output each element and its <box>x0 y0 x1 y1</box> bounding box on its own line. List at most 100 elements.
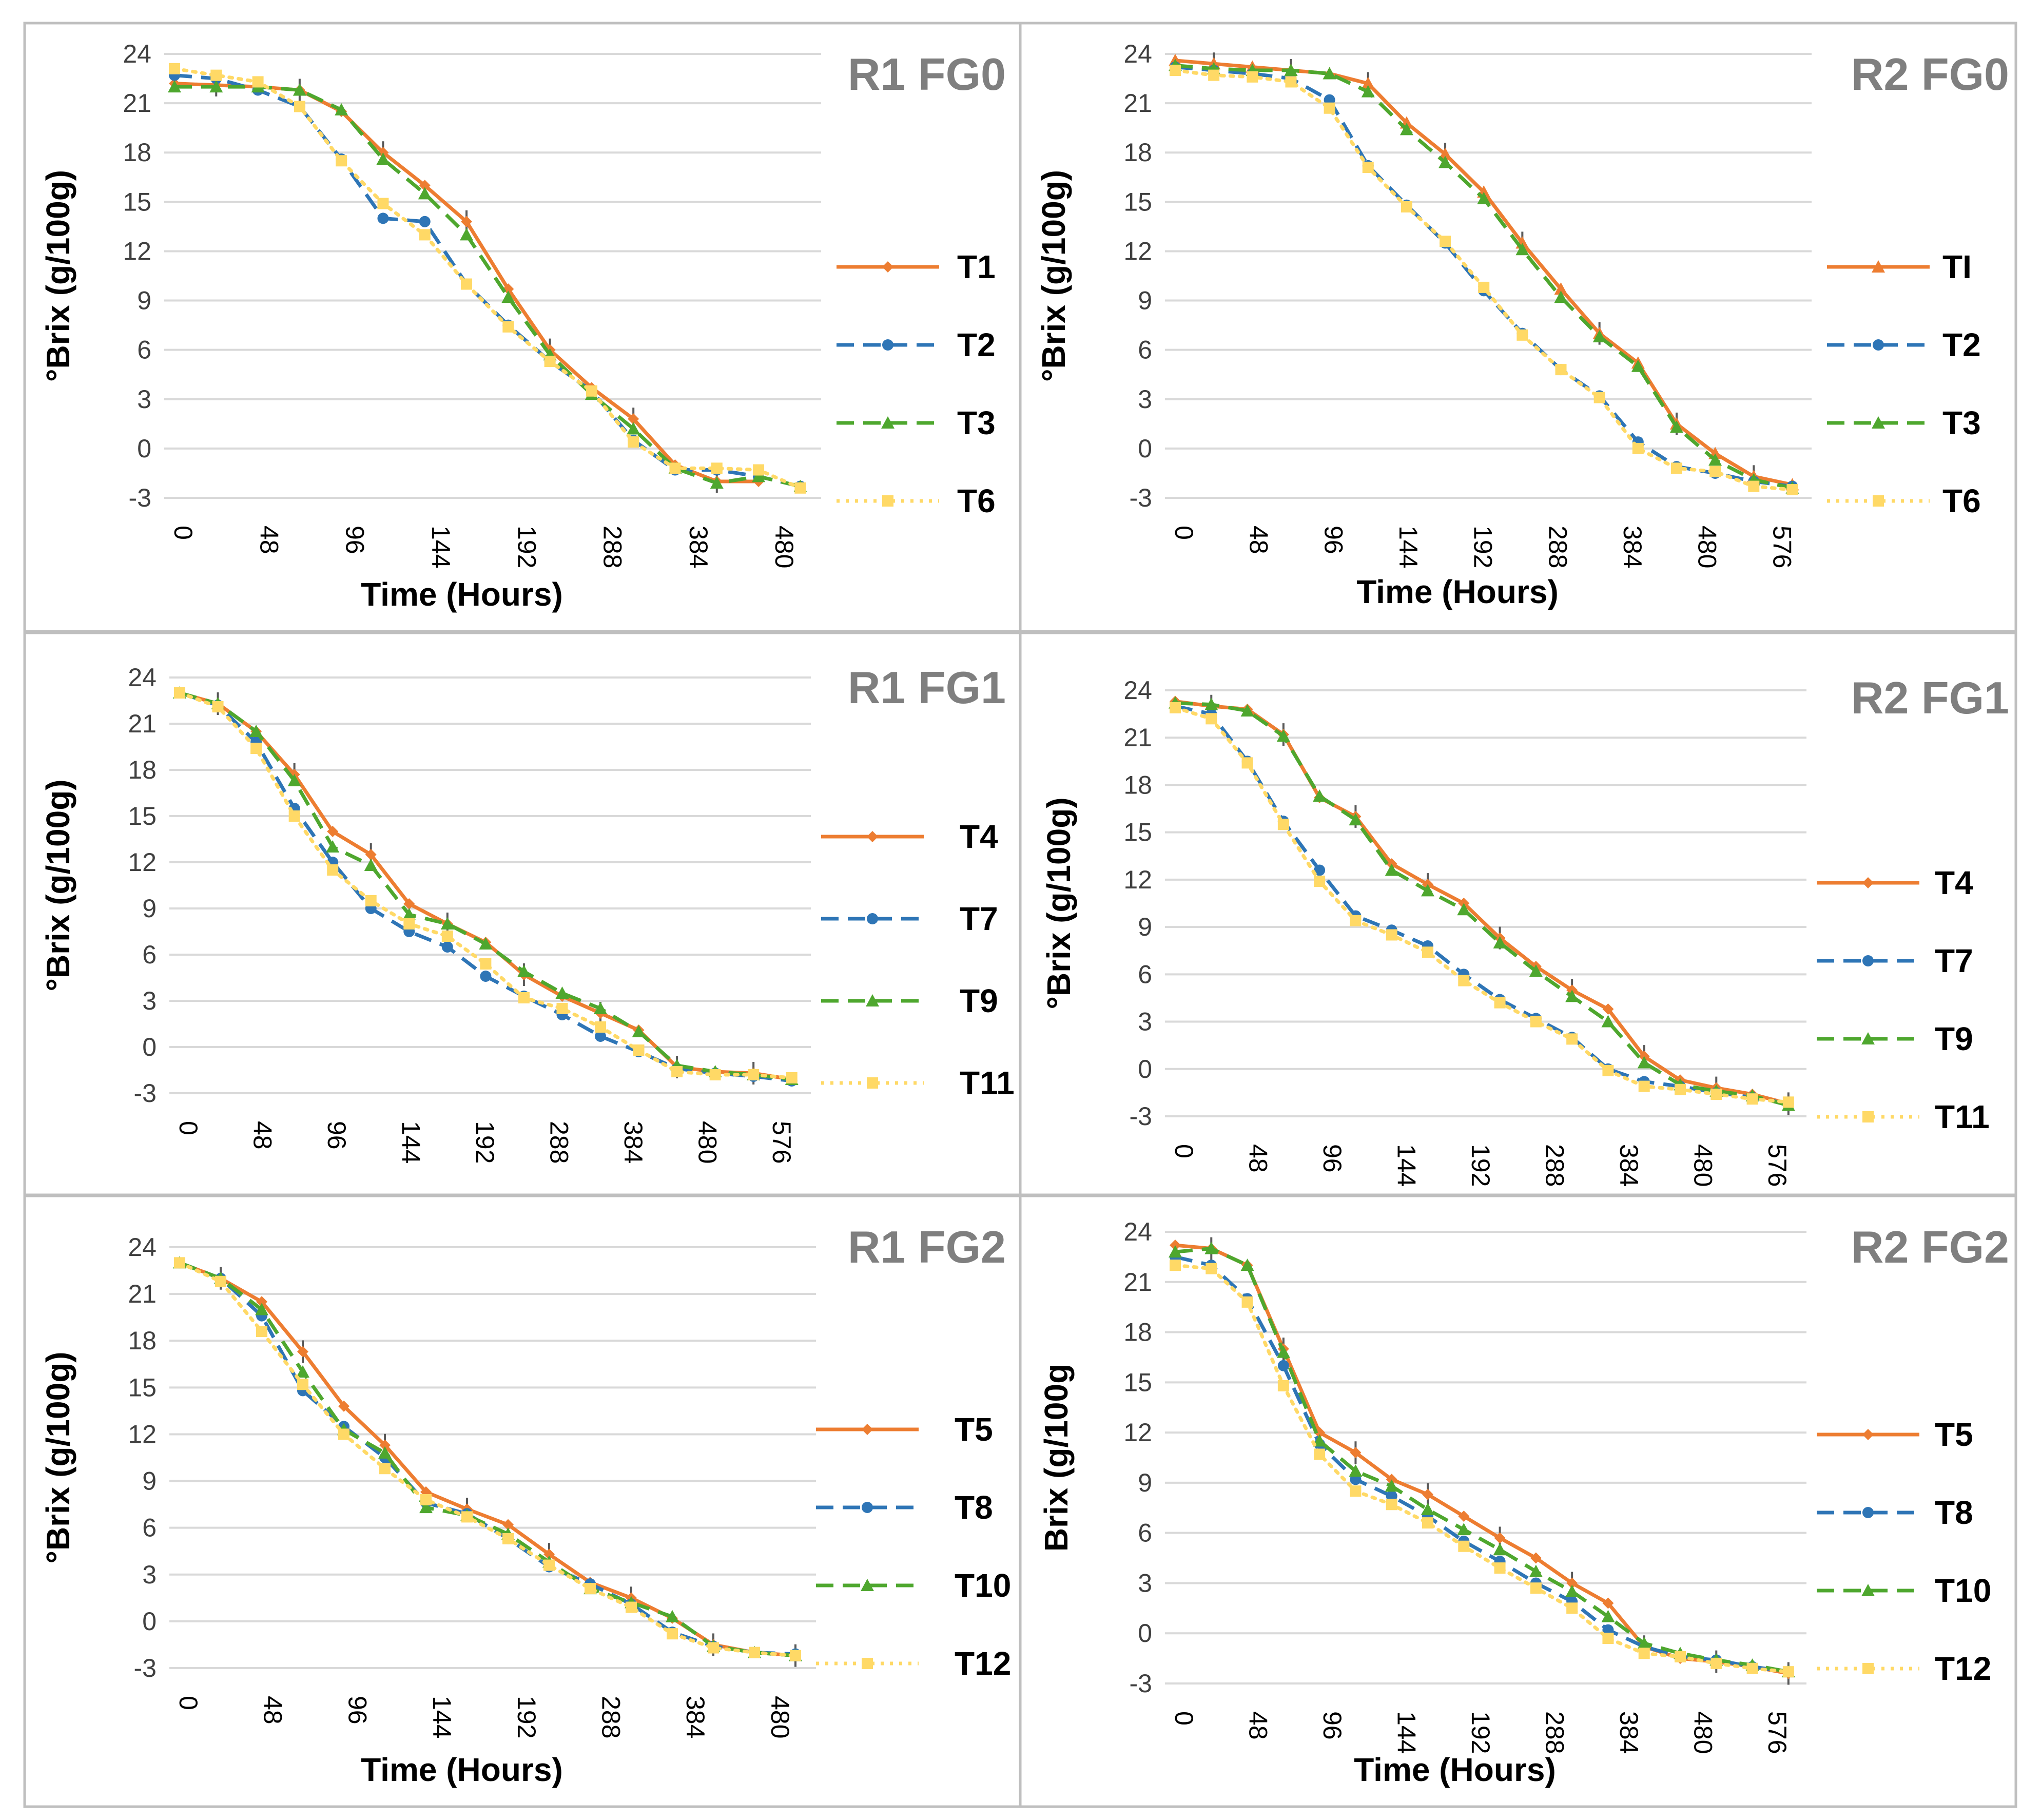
x-tick-label: 144 <box>426 526 455 568</box>
data-point <box>1593 392 1605 403</box>
series-T11 <box>174 687 798 1083</box>
data-point <box>1675 1651 1686 1662</box>
data-point <box>543 1548 555 1560</box>
legend-entry-T10: T10 <box>1817 1572 1991 1609</box>
legend-label: T9 <box>1935 1020 1973 1057</box>
data-point <box>1708 453 1722 466</box>
data-point <box>379 1463 391 1475</box>
legend-label: T6 <box>1942 482 1981 519</box>
data-point <box>501 291 515 303</box>
data-point <box>1782 1666 1794 1678</box>
data-point <box>671 1066 683 1077</box>
x-tick-label: 96 <box>1318 1144 1347 1173</box>
data-point <box>364 859 378 871</box>
series-T9 <box>1169 696 1795 1111</box>
data-point <box>297 1379 308 1390</box>
data-point <box>168 80 181 93</box>
data-point <box>1323 67 1336 80</box>
legend-label: T2 <box>1942 326 1981 363</box>
data-point <box>1631 359 1645 372</box>
legend-label: T3 <box>957 404 996 441</box>
data-point <box>626 1601 637 1613</box>
x-tick-label: 0 <box>1170 1144 1198 1158</box>
x-tick-label: 288 <box>597 1696 626 1738</box>
series-line <box>1175 700 1789 1106</box>
data-point <box>1494 1562 1506 1574</box>
data-point <box>1350 1485 1362 1497</box>
data-point <box>1458 1540 1470 1552</box>
data-point <box>1746 1093 1758 1105</box>
legend-marker <box>862 1658 873 1669</box>
data-point <box>1240 704 1254 717</box>
data-point <box>1786 483 1798 495</box>
data-point <box>1314 1448 1326 1460</box>
y-tick-label: -3 <box>134 1079 157 1108</box>
data-point <box>632 1025 646 1037</box>
series-T12 <box>174 1257 801 1661</box>
y-tick-label: 12 <box>128 848 157 877</box>
data-point <box>586 385 597 397</box>
series-line <box>1175 704 1789 1106</box>
data-point <box>326 840 340 853</box>
data-point <box>1746 1662 1758 1674</box>
x-tick-label: 48 <box>248 1121 277 1150</box>
data-point <box>1566 1602 1578 1614</box>
legend-label: T7 <box>960 900 998 937</box>
x-tick-label: 384 <box>619 1121 648 1164</box>
data-point <box>1566 1577 1578 1589</box>
data-point <box>1637 1056 1651 1069</box>
legend-label: T5 <box>955 1411 993 1448</box>
legend-marker <box>1862 1429 1874 1440</box>
legend-marker <box>1862 955 1874 966</box>
legend-marker <box>1873 495 1884 507</box>
data-point <box>1530 1552 1542 1564</box>
y-tick-label: 6 <box>137 336 151 364</box>
data-point <box>1277 819 1289 830</box>
legend-marker <box>1862 877 1874 888</box>
panel-title: R1 FG1 <box>848 662 1006 713</box>
data-point <box>209 80 223 93</box>
data-point <box>402 908 416 920</box>
legend-marker <box>867 831 878 842</box>
data-point <box>669 462 681 474</box>
data-point <box>1206 1263 1217 1274</box>
series-line <box>1175 59 1793 487</box>
data-point <box>627 422 640 435</box>
legend-entry-T1: T1 <box>837 248 996 285</box>
series-T3 <box>1169 59 1799 494</box>
data-point <box>1494 1532 1506 1544</box>
x-axis-title: Time (Hours) <box>361 576 563 613</box>
data-point <box>585 1583 596 1595</box>
series-line <box>179 1261 796 1658</box>
data-point <box>378 1446 392 1459</box>
data-point <box>1669 420 1683 433</box>
data-point <box>1782 1096 1794 1108</box>
data-point <box>379 1439 391 1451</box>
series-line <box>178 1261 798 1658</box>
data-point <box>709 1069 721 1080</box>
legend-entry-T6: T6 <box>837 482 996 519</box>
data-point <box>1314 875 1326 887</box>
legend-entry-T8: T8 <box>816 1489 993 1526</box>
legend-label: T10 <box>1935 1572 1991 1609</box>
x-tick-label: 0 <box>1170 526 1198 540</box>
data-point <box>1277 1380 1289 1391</box>
panel-frame <box>1019 1194 2017 1808</box>
x-tick-label: 192 <box>512 526 541 568</box>
x-tick-label: 48 <box>255 526 283 554</box>
data-point <box>633 1044 645 1056</box>
data-point <box>441 941 453 953</box>
legend-marker <box>862 1502 873 1513</box>
y-tick-label: 6 <box>142 1514 157 1542</box>
legend-marker <box>866 994 879 1006</box>
series-T5 <box>174 1257 801 1667</box>
data-point <box>1529 1564 1543 1577</box>
y-tick-label: 3 <box>142 986 157 1015</box>
legend-label: T6 <box>957 482 996 519</box>
data-point <box>1638 1648 1650 1659</box>
y-tick-label: 0 <box>137 434 151 463</box>
data-point <box>628 413 639 425</box>
y-tick-label: 15 <box>128 802 157 830</box>
data-point <box>1422 1517 1433 1529</box>
